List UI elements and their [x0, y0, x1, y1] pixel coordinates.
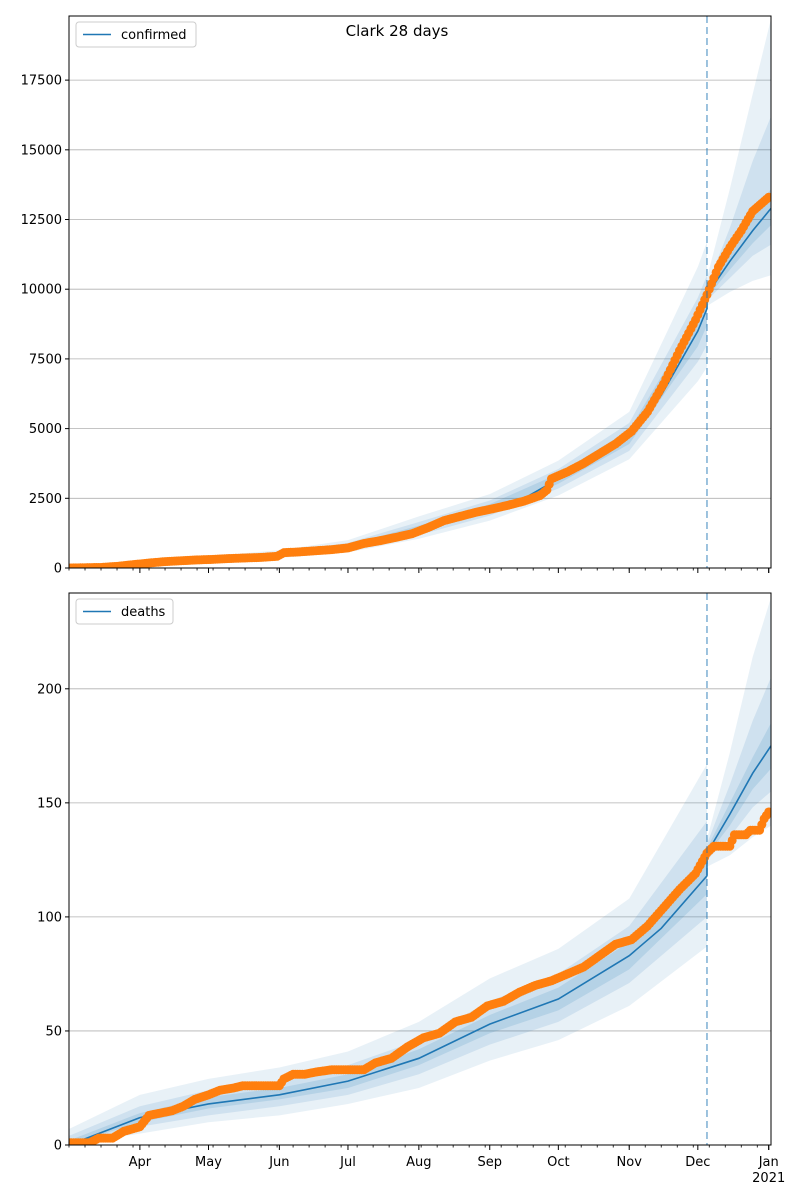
axes-frame [68, 592, 772, 1146]
prediction-line [69, 745, 771, 1145]
uncertainty-band [69, 723, 771, 1145]
legend: deaths [75, 598, 174, 625]
plot-area [69, 597, 771, 1145]
plot-area [69, 18, 771, 568]
y-tick-label: 5000 [29, 422, 62, 437]
y-tick-label: 7500 [29, 352, 62, 367]
observed-point [764, 807, 771, 817]
x-tick-label: Dec [685, 1155, 710, 1170]
chart-title: Clark 28 days [346, 22, 449, 40]
x-tick-year-label: 2021 [752, 1171, 785, 1186]
legend-box [75, 598, 174, 625]
x-tick-label: Apr [129, 1155, 152, 1170]
x-tick-label: Aug [406, 1155, 431, 1170]
x-tick-label: Sep [477, 1155, 502, 1170]
x-tick-label: Oct [547, 1155, 569, 1170]
y-tick-label: 0 [54, 562, 62, 577]
x-tick-label: Nov [617, 1155, 643, 1170]
x-tick-label: Jun [268, 1155, 289, 1170]
uncertainty-band [69, 18, 771, 568]
y-tick-label: 12500 [21, 213, 62, 228]
axes-frame [68, 15, 772, 569]
confirmed-panel: 0 2500 5000 7500 10000 12500 15000 17500 Clark 2… [21, 15, 772, 577]
observed-point [764, 192, 771, 202]
x-tick-label: Jul [339, 1155, 356, 1170]
y-tick-label: 0 [54, 1139, 62, 1154]
y-tick-label: 50 [45, 1024, 62, 1039]
deaths-panel: 0 50 100 150 200 Apr May Jun Jul Aug Sep Oct Nov Dec J… [37, 592, 785, 1186]
y-tick-label: 10000 [21, 283, 62, 298]
y-tick-label: 100 [37, 910, 62, 925]
x-tick-label: May [195, 1155, 222, 1170]
y-tick-label: 200 [37, 682, 62, 697]
y-tick-label: 17500 [21, 74, 62, 89]
x-tick-label: Jan [758, 1155, 779, 1170]
legend-label: confirmed [121, 28, 187, 43]
uncertainty-band [69, 597, 771, 1145]
legend: confirmed [75, 21, 197, 48]
legend-box [75, 21, 197, 48]
legend-label: deaths [121, 605, 166, 620]
y-tick-label: 150 [37, 796, 62, 811]
uncertainty-band [69, 677, 771, 1145]
y-tick-label: 2500 [29, 492, 62, 507]
y-tick-label: 15000 [21, 143, 62, 158]
